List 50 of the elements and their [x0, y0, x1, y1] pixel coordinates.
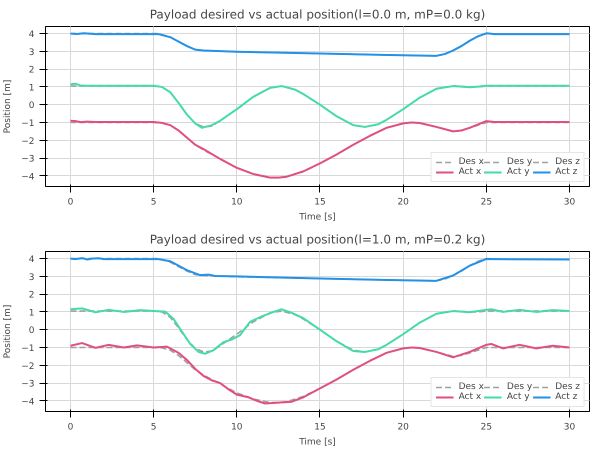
- y-tick-label: −2: [21, 136, 35, 147]
- x-tick-label: 15: [314, 198, 326, 208]
- y-tick-label: −3: [21, 154, 35, 165]
- y-tick-label: 2: [28, 290, 35, 301]
- x-tick-label: 20: [397, 422, 410, 432]
- chart-title: Payload desired vs actual position(l=0.0 m, mP=0.0 kg): [150, 8, 486, 22]
- legend-label: Act x: [458, 392, 482, 402]
- legend-label: Des z: [555, 382, 580, 392]
- y-tick-label: 0: [28, 101, 35, 112]
- legend-label: Act x: [458, 167, 482, 177]
- y-tick-label: −1: [21, 344, 35, 354]
- y-tick-label: 4: [28, 255, 35, 266]
- legend-label: Act y: [506, 392, 530, 402]
- x-tick-label: 0: [68, 422, 74, 432]
- x-tick-label: 5: [150, 198, 157, 208]
- x-tick-label: 25: [480, 198, 492, 208]
- y-tick-label: −4: [21, 172, 35, 182]
- x-tick-label: 30: [564, 422, 576, 432]
- y-tick-label: −4: [21, 397, 35, 408]
- legend-label: Act z: [555, 167, 578, 177]
- legend-label: Act y: [506, 167, 530, 177]
- y-tick-label: −2: [21, 362, 35, 372]
- y-tick-label: 3: [28, 272, 35, 283]
- y-axis-title: Position [m]: [3, 80, 14, 134]
- legend-label: Des x: [458, 382, 484, 392]
- legend-label: Des x: [458, 157, 484, 167]
- x-tick-label: 5: [150, 422, 157, 432]
- x-tick-label: 30: [564, 198, 576, 208]
- legend-label: Des y: [506, 157, 532, 167]
- x-tick-label: 20: [397, 198, 410, 208]
- y-tick-label: −3: [21, 380, 35, 390]
- y-tick-label: 3: [28, 48, 35, 58]
- legend-label: Des y: [506, 382, 532, 392]
- x-axis-title: Time [s]: [298, 438, 336, 448]
- y-tick-label: −1: [21, 119, 35, 129]
- y-tick-label: 1: [28, 83, 35, 94]
- chart-title: Payload desired vs actual position(l=1.0 m, mP=0.2 kg): [150, 232, 486, 246]
- x-tick-label: 0: [68, 198, 74, 208]
- y-axis-title: Position [m]: [3, 304, 14, 358]
- x-tick-label: 15: [314, 422, 326, 432]
- x-tick-label: 10: [231, 198, 243, 208]
- legend-label: Des z: [555, 157, 580, 167]
- y-tick-label: 1: [28, 308, 35, 318]
- y-tick-label: 4: [28, 30, 35, 40]
- y-tick-label: 0: [28, 326, 35, 336]
- x-axis-title: Time [s]: [298, 212, 336, 222]
- x-tick-label: 10: [231, 422, 243, 432]
- y-tick-label: 2: [28, 66, 35, 76]
- legend-label: Act z: [555, 392, 578, 402]
- x-tick-label: 25: [480, 422, 492, 432]
